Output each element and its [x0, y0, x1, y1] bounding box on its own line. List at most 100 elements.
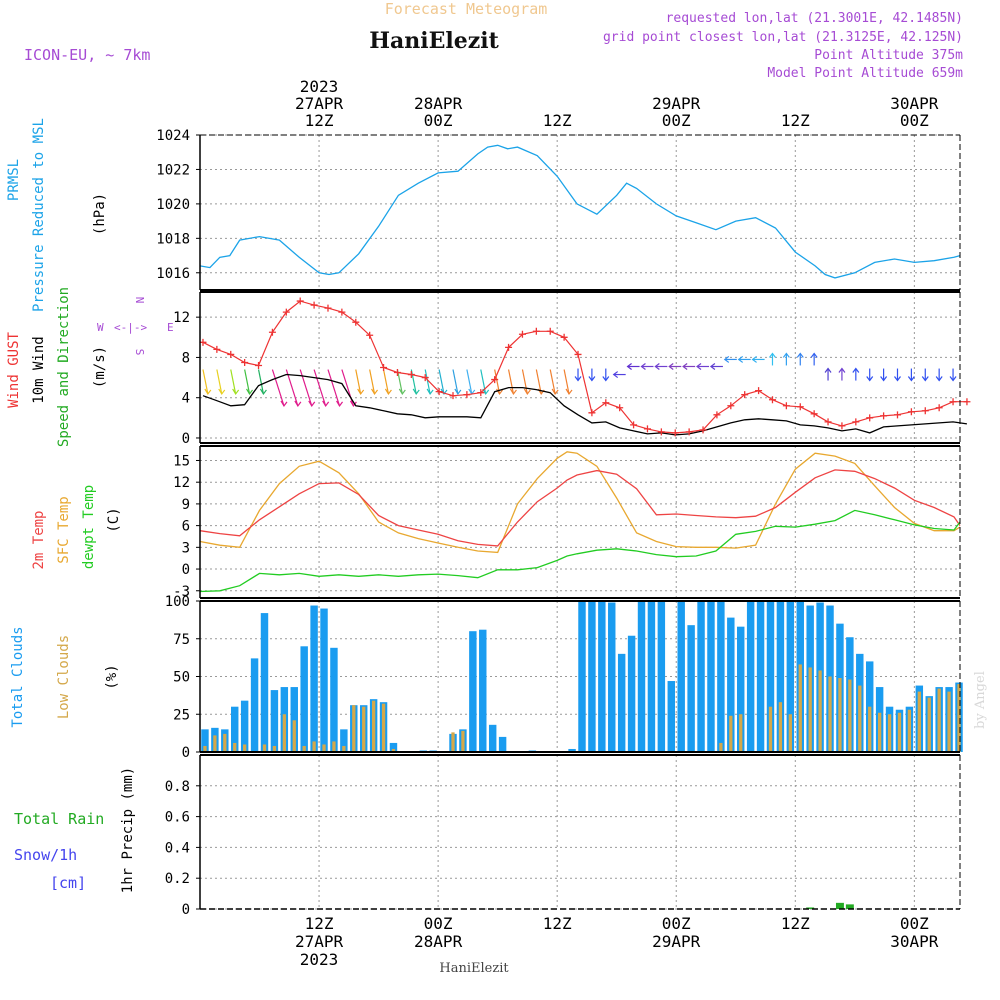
wind-arrow-head	[588, 376, 596, 382]
wind-arrow	[507, 369, 515, 395]
wind-arrow-head	[440, 388, 448, 396]
total-cloud-bar	[201, 729, 209, 752]
low-cloud-bar	[907, 709, 912, 752]
low-cloud-bar	[312, 741, 316, 752]
wind-arrow	[369, 369, 376, 395]
snow-unit: [cm]	[50, 874, 86, 892]
wind-arrow-head	[280, 400, 288, 407]
wind-arrow-head	[921, 376, 929, 382]
wind-arrow-head	[810, 352, 818, 358]
time-label-top: 12Z	[781, 111, 810, 130]
total-cloud-bar	[727, 617, 735, 752]
wind-arrow	[452, 369, 459, 395]
total-cloud-bar	[617, 653, 626, 752]
gust-markers	[199, 297, 971, 437]
low-cloud-bar	[282, 714, 286, 752]
gust-marker	[838, 422, 846, 430]
wind-arrow-head	[880, 376, 888, 382]
low-cloud-bar	[272, 745, 277, 752]
wind-arrow-head	[949, 376, 957, 382]
gust-marker	[630, 421, 638, 429]
total-cloud-bar	[488, 724, 497, 752]
pressure-ytick-label: 1022	[156, 162, 190, 178]
gust-marker	[935, 404, 943, 412]
gust-marker	[852, 418, 860, 426]
total-cloud-bar	[240, 700, 249, 752]
low-cloud-bar	[203, 745, 207, 752]
total-cloud-bar	[270, 690, 279, 752]
total-cloud-bar	[786, 601, 795, 752]
gust-marker	[768, 396, 776, 404]
station-title: HaniElezit	[369, 28, 499, 54]
low-cloud-bar	[818, 670, 822, 752]
rain-label: Total Rain	[14, 810, 104, 828]
wind-labels: Wind GUST 10m Wind Speed and Direction (…	[6, 287, 174, 447]
gust-marker	[560, 333, 568, 341]
snow-label: Snow/1h	[14, 846, 77, 864]
clouds-ytick-label: 0	[182, 745, 190, 761]
wind-arrow-head	[294, 400, 302, 407]
total-cloud-bar	[697, 601, 705, 752]
gust-marker	[782, 402, 790, 410]
pressure-label-2: Pressure Reduced to MSL	[31, 118, 47, 312]
wind-arrow-head	[523, 388, 531, 396]
model-altitude: Model Point Altitude 659m	[767, 66, 963, 81]
gust-marker	[435, 388, 443, 396]
low-cloud-bar	[957, 684, 961, 752]
pressure-unit: (hPa)	[92, 193, 108, 235]
temp-ytick-label: 15	[173, 453, 190, 469]
gust-marker	[713, 411, 721, 419]
wind-arrow	[216, 369, 223, 395]
clouds-ytick-label: 50	[173, 670, 190, 686]
wind-arrow	[285, 369, 299, 407]
wind10-line	[202, 373, 967, 436]
wind-arrow-head	[668, 363, 674, 370]
total-cloud-bar	[677, 601, 685, 752]
precip-bar	[806, 907, 815, 909]
gust-marker	[338, 308, 346, 316]
gust-marker	[546, 327, 554, 335]
compass-e: E	[167, 321, 174, 334]
wind-arrow-head	[866, 376, 874, 382]
gust-marker	[255, 361, 263, 369]
total-cloud-bar	[320, 608, 328, 752]
precip-bar	[845, 904, 854, 909]
low-cloud-bar	[897, 712, 902, 752]
low-cloud-bar	[342, 745, 346, 752]
total-cloud-bar	[260, 613, 269, 752]
gust-marker	[532, 327, 540, 335]
gust-marker	[810, 410, 818, 418]
time-label-bottom: 12Z	[305, 914, 334, 933]
precip-ytick-label: 0.4	[165, 840, 190, 856]
low-cloud-bar	[381, 703, 386, 752]
wind-arrow-head	[232, 388, 240, 396]
precip-ytick-label: 0.6	[165, 810, 190, 826]
gust-marker	[685, 428, 693, 436]
total-cloud-bar	[498, 736, 507, 752]
wind-arrow-head	[336, 400, 344, 407]
wind-arrow	[480, 369, 487, 395]
wind-arrow	[521, 369, 528, 395]
time-label-top: 12Z	[543, 111, 572, 130]
gust-marker	[755, 387, 763, 395]
low-cloud-bar	[858, 685, 862, 752]
wind-gust-label: Wind GUST	[6, 332, 22, 408]
low-cloud-bar	[391, 748, 396, 752]
wind-arrow	[549, 369, 556, 395]
requested-coords: requested lon,lat (21.3001E, 42.1485N)	[666, 11, 963, 26]
wind-arrow-head	[709, 363, 716, 370]
low-cloud-bar	[719, 742, 723, 752]
time-label-bottom: 27APR	[295, 932, 344, 951]
total-cloud-bar	[657, 601, 666, 752]
wind-arrow-head	[371, 388, 379, 396]
gust-marker	[310, 301, 318, 309]
total-cloud-bar	[469, 631, 477, 752]
t2m-label: 2m Temp	[31, 510, 47, 569]
time-label-top: 12Z	[305, 111, 334, 130]
low-cloud-bar	[868, 706, 872, 752]
compass-arrows-we: <-|->	[114, 321, 147, 334]
low-cloud-bar	[262, 744, 267, 752]
wind-arrow-head	[574, 376, 582, 382]
wind-arrow	[382, 369, 390, 395]
